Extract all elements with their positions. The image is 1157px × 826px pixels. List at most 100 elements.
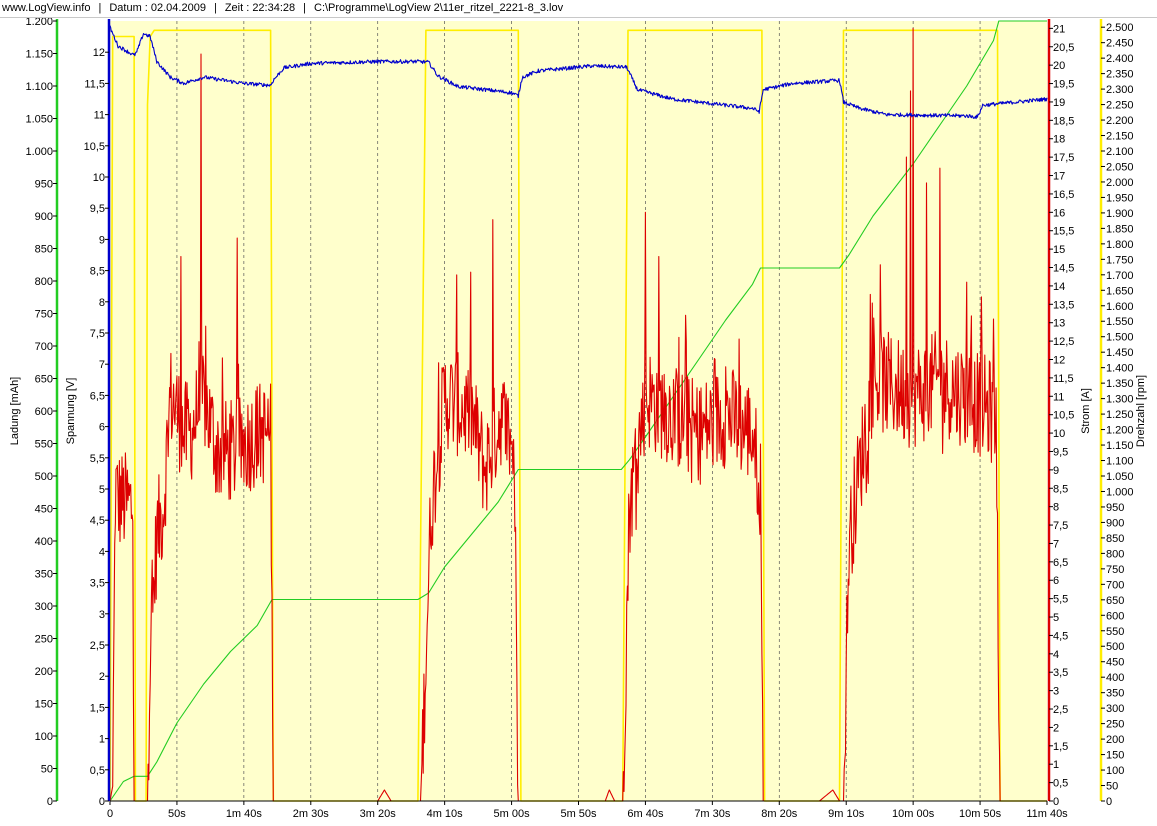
drehzahl-tick-label: 100 — [1106, 765, 1124, 777]
ladung-tick-label: 1.200 — [25, 18, 53, 28]
header-separator: | — [213, 2, 217, 14]
spannung-tick-label: 5 — [99, 484, 105, 496]
x-tick-label: 10m 50s — [959, 808, 1002, 820]
spannung-tick-label: 4 — [99, 546, 105, 558]
drehzahl-tick-label: 1.150 — [1106, 440, 1134, 452]
spannung-tick-label: 8 — [99, 297, 105, 309]
drehzahl-tick-label: 1.400 — [1106, 363, 1134, 375]
strom-tick-label: 13 — [1053, 318, 1065, 330]
strom-tick-label: 11 — [1053, 391, 1064, 403]
drehzahl-tick-label: 2.050 — [1106, 161, 1134, 173]
drehzahl-tick-label: 2.100 — [1106, 146, 1134, 158]
strom-tick-label: 5,5 — [1053, 594, 1068, 606]
spannung-tick-label: 3,5 — [90, 578, 105, 590]
ladung-tick-label: 150 — [35, 699, 53, 711]
spannung-tick-label: 7 — [99, 359, 105, 371]
strom-tick-label: 17,5 — [1053, 152, 1074, 164]
strom-tick-label: 18,5 — [1053, 115, 1074, 127]
x-tick-label: 4m 10s — [427, 808, 464, 820]
ladung-tick-label: 1.100 — [25, 81, 53, 93]
series-ladung-line — [109, 20, 1047, 802]
spannung-tick-label: 5,5 — [90, 453, 105, 465]
drehzahl-tick-label: 2.500 — [1106, 22, 1134, 34]
axes: 0 50s 1m 40s 2m 30s 3m 20s 4m 10s 5m 00s 5m 50s… — [9, 18, 1147, 820]
spannung-tick-label: 4,5 — [90, 515, 105, 527]
drehzahl-tick-label: 1.650 — [1106, 285, 1134, 297]
drehzahl-tick-label: 1.700 — [1106, 270, 1134, 282]
strom-tick-label: 20 — [1053, 60, 1065, 72]
ladung-tick-label: 0 — [47, 796, 53, 808]
header-separator: | — [98, 2, 102, 14]
ladung-tick-label: 950 — [35, 179, 53, 191]
strom-tick-label: 3 — [1053, 686, 1059, 698]
spannung-tick-label: 6 — [99, 422, 105, 434]
ladung-tick-label: 500 — [35, 471, 53, 483]
strom-axis-title: Strom [A] — [1080, 388, 1092, 434]
drehzahl-tick-label: 2.400 — [1106, 53, 1134, 65]
spannung-tick-label: 10,5 — [84, 141, 105, 153]
x-tick-label: 5m 00s — [494, 808, 531, 820]
strom-tick-label: 7 — [1053, 538, 1059, 550]
ladung-tick-label: 1.000 — [25, 146, 53, 158]
spannung-tick-label: 0,5 — [90, 765, 105, 777]
strom-tick-label: 12 — [1053, 354, 1065, 366]
strom-tick-label: 6 — [1053, 575, 1059, 587]
ladung-tick-label: 650 — [35, 374, 53, 386]
drehzahl-tick-label: 900 — [1106, 517, 1124, 529]
ladung-tick-label: 350 — [35, 569, 53, 581]
x-tick-label: 3m 20s — [360, 808, 397, 820]
strom-tick-label: 4,5 — [1053, 630, 1068, 642]
drehzahl-tick-label: 1.950 — [1106, 192, 1134, 204]
drehzahl-tick-label: 400 — [1106, 672, 1124, 684]
drehzahl-tick-label: 2.150 — [1106, 131, 1134, 143]
spannung-tick-label: 12 — [93, 47, 105, 59]
drehzahl-tick-label: 2.200 — [1106, 115, 1134, 127]
spannung-tick-label: 11,5 — [84, 78, 105, 90]
ladung-tick-label: 450 — [35, 504, 53, 516]
strom-tick-label: 4 — [1053, 649, 1059, 661]
drehzahl-tick-label: 150 — [1106, 750, 1124, 762]
drehzahl-tick-label: 0 — [1106, 796, 1112, 808]
ladung-tick-label: 400 — [35, 536, 53, 548]
drehzahl-tick-label: 1.200 — [1106, 425, 1134, 437]
header-date: Datum : 02.04.2009 — [109, 2, 206, 14]
strom-tick-label: 15,5 — [1053, 226, 1074, 238]
strom-tick-label: 19 — [1053, 97, 1065, 109]
header-time: Zeit : 22:34:28 — [224, 2, 296, 14]
spannung-tick-label: 0 — [99, 796, 105, 808]
strom-tick-label: 2,5 — [1053, 704, 1068, 716]
strom-tick-label: 17 — [1053, 171, 1065, 183]
ladung-tick-label: 250 — [35, 634, 53, 646]
strom-tick-label: 8,5 — [1053, 483, 1068, 495]
header-separator: | — [303, 2, 306, 14]
drehzahl-tick-label: 200 — [1106, 734, 1124, 746]
strom-tick-label: 13,5 — [1053, 299, 1074, 311]
header-file-path: C:\Programme\LogView 2\11er_ritzel_2221-… — [314, 2, 564, 14]
drehzahl-tick-label: 850 — [1106, 533, 1124, 545]
drehzahl-tick-label: 700 — [1106, 579, 1124, 591]
drehzahl-tick-label: 1.750 — [1106, 254, 1134, 266]
drehzahl-tick-label: 1.450 — [1106, 347, 1134, 359]
x-tick-label: 6m 40s — [627, 808, 664, 820]
strom-tick-label: 9 — [1053, 465, 1059, 477]
drehzahl-tick-label: 2.450 — [1106, 38, 1134, 50]
drehzahl-tick-label: 250 — [1106, 719, 1124, 731]
ladung-axis-title: Ladung [mAh] — [9, 377, 21, 446]
drehzahl-tick-label: 1.350 — [1106, 378, 1134, 390]
strom-tick-label: 6,5 — [1053, 557, 1068, 569]
strom-tick-label: 14 — [1053, 281, 1065, 293]
spannung-tick-label: 7,5 — [90, 328, 105, 340]
drehzahl-tick-label: 1.000 — [1106, 486, 1134, 498]
spannung-tick-label: 1,5 — [90, 702, 105, 714]
drehzahl-tick-label: 2.300 — [1106, 84, 1134, 96]
spannung-tick-label: 6,5 — [90, 390, 105, 402]
spannung-tick-label: 9,5 — [90, 203, 105, 215]
drehzahl-tick-label: 950 — [1106, 502, 1124, 514]
drehzahl-tick-label: 300 — [1106, 703, 1124, 715]
drehzahl-tick-label: 1.900 — [1106, 208, 1134, 220]
strom-tick-label: 21 — [1053, 23, 1065, 35]
drehzahl-tick-label: 1.550 — [1106, 316, 1134, 328]
drehzahl-tick-label: 1.600 — [1106, 301, 1134, 313]
strom-tick-label: 16 — [1053, 207, 1065, 219]
header-site[interactable]: www.LogView.info — [2, 2, 91, 14]
